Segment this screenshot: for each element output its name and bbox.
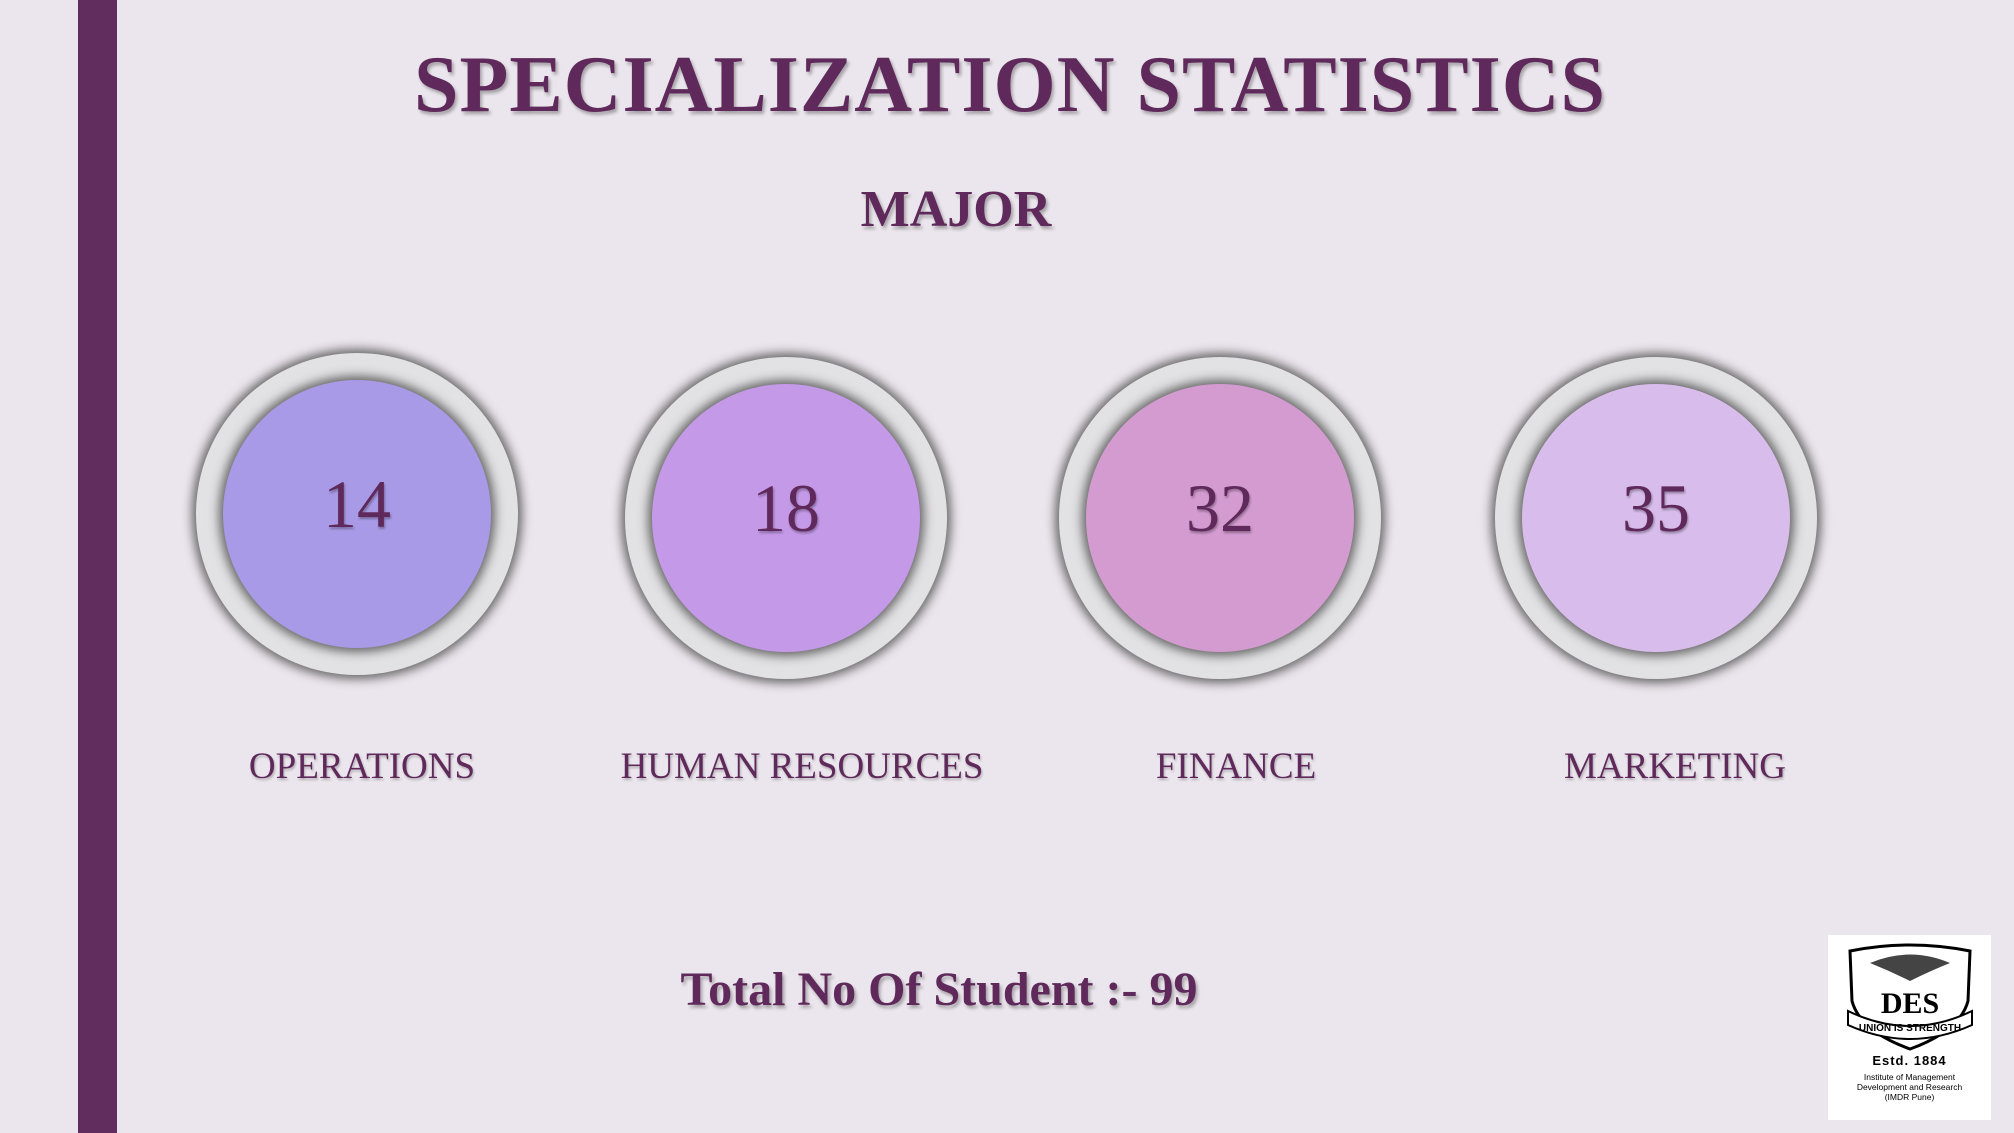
logo-motto: UNION IS STRENGTH	[1858, 1023, 1960, 1034]
logo-institute-line: Institute of Management	[1863, 1072, 1956, 1082]
label-human-resources: HUMAN RESOURCES	[620, 746, 984, 787]
stat-fill: 35	[1522, 384, 1790, 652]
stat-circle-finance: 32	[1059, 357, 1381, 679]
page-title: SPECIALIZATION STATISTICS	[413, 41, 1607, 129]
stat-count: 18	[752, 469, 820, 546]
stat-count: 14	[323, 465, 391, 542]
label-operations: OPERATIONS	[248, 746, 476, 787]
stat-circle-marketing: 35	[1495, 357, 1817, 679]
stat-circle-operations: 14	[196, 353, 518, 675]
institute-logo: DES UNION IS STRENGTH Estd. 1884 Institu…	[1828, 935, 1991, 1120]
crest-icon: DES UNION IS STRENGTH	[1846, 943, 1973, 1051]
accent-bar	[78, 0, 117, 1133]
logo-institute-line: Development and Research	[1856, 1082, 1963, 1092]
logo-institute-line: (IMDR Pune)	[1884, 1092, 1935, 1102]
total-students: Total No Of Student :- 99	[680, 963, 1198, 1016]
svg-text:DES: DES	[1880, 987, 1938, 1020]
stat-count: 35	[1622, 469, 1690, 546]
label-marketing: MARKETING	[1564, 746, 1786, 787]
page-subtitle: MAJOR	[860, 181, 1052, 238]
stat-fill: 14	[223, 380, 491, 648]
label-finance: FINANCE	[1155, 746, 1317, 787]
logo-estd: Estd. 1884	[1872, 1053, 1947, 1068]
stat-circle-human-resources: 18	[625, 357, 947, 679]
stat-fill: 18	[652, 384, 920, 652]
stat-count: 32	[1186, 469, 1254, 546]
stat-fill: 32	[1086, 384, 1354, 652]
